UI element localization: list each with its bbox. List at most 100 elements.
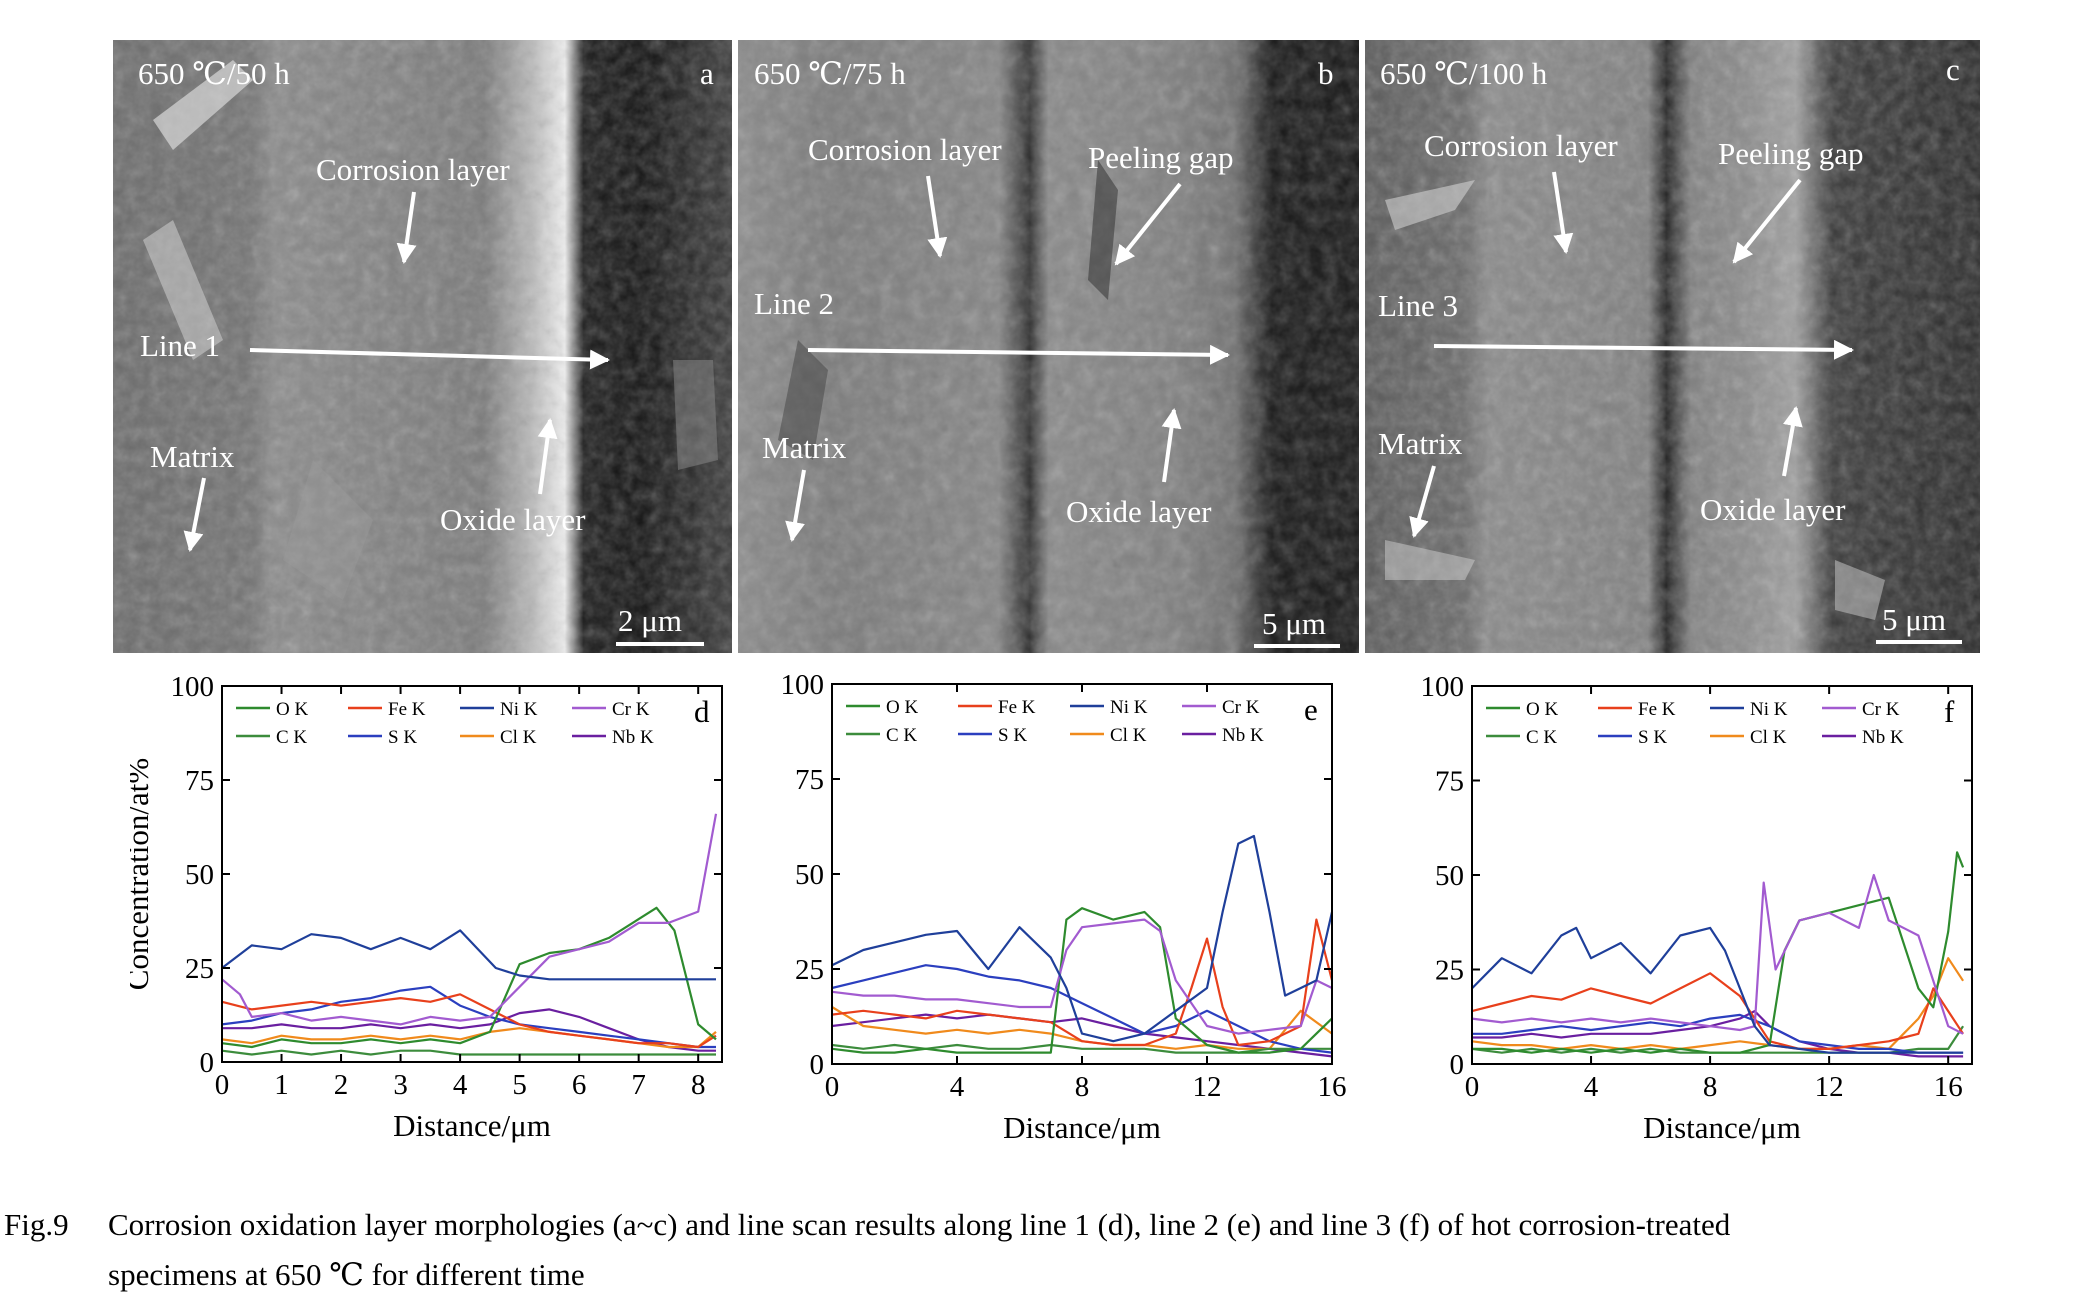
series-line-ni-k [831,834,1334,1043]
legend-label: S K [998,725,1027,746]
label-oxide-b: Oxide layer [1066,494,1212,529]
series-group [1471,851,1965,1058]
scan-line-arrow-c [1433,339,1854,360]
y-axis-label: Concentration/at% [130,758,155,990]
series-line-o-k [831,907,1333,1054]
series-line-fe-k [221,993,717,1049]
series-group [221,813,718,1056]
condition-a: 650 ℃/50 h [138,56,290,91]
matrix-arrow-b [785,469,806,542]
corrosion-arrow-b [926,175,948,258]
label-gap-c: Peeling gap [1718,136,1864,171]
x-axis-label: Distance/μm [393,1108,551,1143]
series-line-o-k [1472,851,1965,1054]
label-corrosion-c: Corrosion layer [1424,128,1618,163]
label-matrix-a: Matrix [150,439,235,474]
caption-line-2: specimens at 650 ℃ for different time [108,1257,585,1292]
panel-letter-b: b [1318,56,1334,91]
legend-label: Ni K [1110,697,1148,718]
x-tick-label: 7 [631,1069,646,1101]
panel-letter-d: d [694,694,710,729]
condition-b: 650 ℃/75 h [754,56,906,91]
legend-label: C K [1526,727,1557,748]
y-tick-label: 100 [171,671,215,703]
legend-label: Cl K [1750,727,1787,748]
y-tick-label: 100 [781,669,825,701]
caption-line-1: Fig.9 Corrosion oxidation layer morpholog… [4,1200,2084,1250]
line-scan-chart-f: 0 4 8 12 16 0 25 50 75 100 Distance/μm f O K Fe K Ni K… [1421,671,1973,1145]
corrosion-arrow-c [1552,171,1574,254]
label-corrosion-a: Corrosion layer [316,152,510,187]
x-axis-label: Distance/μm [1003,1110,1161,1145]
series-line-cr-k [221,813,718,1026]
series-line-o-k [221,906,717,1049]
y-tick-label: 50 [185,859,214,891]
y-tick-label: 100 [1421,671,1465,703]
figure-caption: Fig.9 Corrosion oxidation layer morpholog… [4,1200,2084,1300]
label-line-b: Line 2 [754,286,834,321]
x-tick-label: 0 [825,1071,840,1103]
legend-label: Cl K [1110,725,1147,746]
gap-arrow-b [1114,182,1182,266]
panel-letter-f: f [1944,694,1955,729]
legend: O K Fe K Ni K Cr K C K S K Cl K Nb K [236,699,654,748]
legend-label: O K [886,697,918,718]
x-tick-label: 6 [572,1069,587,1101]
y-tick-label: 50 [1435,860,1464,892]
label-gap-b: Peeling gap [1088,140,1234,175]
x-tick-label: 8 [691,1069,706,1101]
oxide-arrow-a [537,418,558,495]
series-line-c-k [221,1049,716,1056]
series-group [831,834,1334,1058]
legend-label: Fe K [388,699,426,720]
y-tick-label: 0 [1450,1049,1465,1081]
label-matrix-b: Matrix [762,430,847,465]
scale-bar-label-c: 5 μm [1882,602,1946,637]
panel-letter-c: c [1946,52,1960,87]
label-matrix-c: Matrix [1378,426,1463,461]
legend-label: Cr K [1222,697,1260,718]
y-tick-label: 50 [795,859,824,891]
y-tick-label: 75 [185,765,214,797]
series-line-s-k [831,964,1333,1054]
legend-label: Nb K [1862,727,1904,748]
x-tick-label: 4 [950,1071,965,1103]
x-tick-label: 12 [1193,1071,1222,1103]
caption-text-1: Corrosion oxidation layer morphologies (… [108,1207,1731,1242]
x-tick-label: 8 [1703,1071,1718,1103]
corrosion-arrow-a [396,191,417,264]
matrix-arrow-c [1409,465,1436,538]
scale-bar-label-a: 2 μm [618,603,682,638]
legend-label: S K [1638,727,1667,748]
legend: O K Fe K Ni K Cr K C K S K Cl K Nb K [1486,699,1904,748]
micrograph-annotations: 650 ℃/50 h a Corrosion layer Line 1 Matr… [138,52,1960,638]
gap-arrow-c [1732,178,1802,264]
oxide-arrow-b [1161,408,1182,483]
legend-label: O K [1526,699,1558,720]
legend: O K Fe K Ni K Cr K C K S K Cl K Nb K [846,697,1264,746]
series-line-fe-k [831,918,1334,1047]
legend-label: Fe K [1638,699,1676,720]
y-tick-label: 0 [810,1049,825,1081]
legend-label: O K [276,699,308,720]
x-tick-label: 0 [215,1069,230,1101]
legend-label: Ni K [500,699,538,720]
x-axis-label: Distance/μm [1643,1110,1801,1145]
label-oxide-c: Oxide layer [1700,492,1846,527]
x-tick-label: 16 [1318,1071,1347,1103]
line-scan-chart-d: 0 1 2 3 4 5 6 7 8 0 25 50 75 100 Distance/μm Concentrat… [130,671,723,1143]
legend-label: Cr K [612,699,650,720]
y-tick-label: 75 [1435,766,1464,798]
x-tick-label: 2 [334,1069,349,1101]
y-tick-label: 75 [795,764,824,796]
x-tick-label: 12 [1815,1071,1844,1103]
scan-line-arrow-a [249,348,610,370]
panel-letter-a: a [700,56,714,91]
micrograph-a [113,40,732,653]
condition-c: 650 ℃/100 h [1380,56,1548,91]
legend-label: Cl K [500,727,537,748]
oxide-arrow-c [1782,406,1803,477]
legend-label: Nb K [612,727,654,748]
legend-label: Fe K [998,697,1036,718]
